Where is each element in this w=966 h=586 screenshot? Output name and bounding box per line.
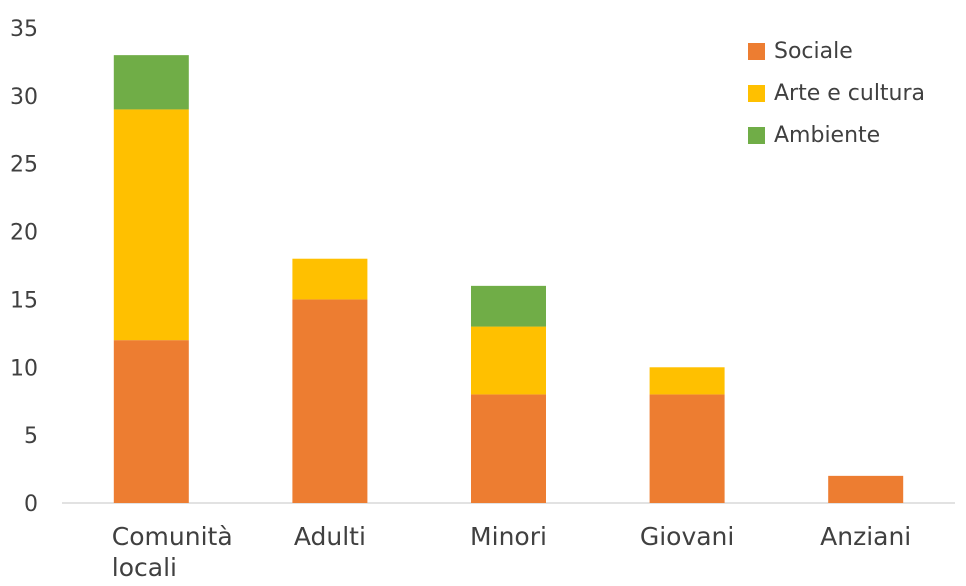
y-tick-label: 5 bbox=[24, 424, 38, 449]
x-category-label: Anziani bbox=[820, 522, 911, 551]
x-category-label: Comunità locali bbox=[112, 522, 233, 582]
bar-segment bbox=[649, 367, 725, 395]
bar-segment bbox=[471, 326, 546, 395]
bar-segment bbox=[113, 55, 189, 110]
x-category-label: Minori bbox=[470, 522, 547, 551]
legend-label: Arte e cultura bbox=[774, 80, 926, 106]
legend-item: Sociale bbox=[748, 30, 925, 72]
bar-segment bbox=[113, 340, 189, 503]
legend-label: Ambiente bbox=[774, 122, 881, 148]
y-tick-label: 35 bbox=[10, 17, 38, 42]
y-tick-label: 10 bbox=[10, 356, 38, 381]
y-tick-label: 0 bbox=[24, 492, 38, 517]
y-tick-label: 15 bbox=[10, 288, 38, 313]
x-category-label: Giovani bbox=[640, 522, 735, 551]
legend-label: Sociale bbox=[774, 38, 853, 64]
y-tick-label: 30 bbox=[10, 85, 38, 110]
x-category-label: Adulti bbox=[294, 522, 366, 551]
y-tick-label: 25 bbox=[10, 153, 38, 178]
bar-segment bbox=[113, 109, 189, 341]
bar-segment bbox=[649, 394, 725, 503]
legend-swatch bbox=[748, 126, 765, 144]
legend-item: Ambiente bbox=[748, 114, 925, 156]
bar-segment bbox=[471, 394, 546, 503]
legend-swatch bbox=[748, 42, 765, 60]
bar-segment bbox=[292, 299, 368, 503]
bar-segment bbox=[292, 258, 368, 300]
y-axis-ticks: 0 5 10 15 20 25 30 35 bbox=[10, 17, 38, 517]
legend-item: Arte e cultura bbox=[748, 72, 925, 114]
y-tick-label: 20 bbox=[10, 221, 38, 246]
bar-segment bbox=[471, 285, 546, 327]
legend-swatch bbox=[748, 84, 765, 102]
bars bbox=[113, 55, 904, 503]
bar-segment bbox=[828, 475, 904, 503]
legend: Sociale Arte e cultura Ambiente bbox=[748, 30, 925, 156]
x-axis-labels: Comunità locali Adulti Minori Giovani Anziani bbox=[112, 522, 911, 582]
